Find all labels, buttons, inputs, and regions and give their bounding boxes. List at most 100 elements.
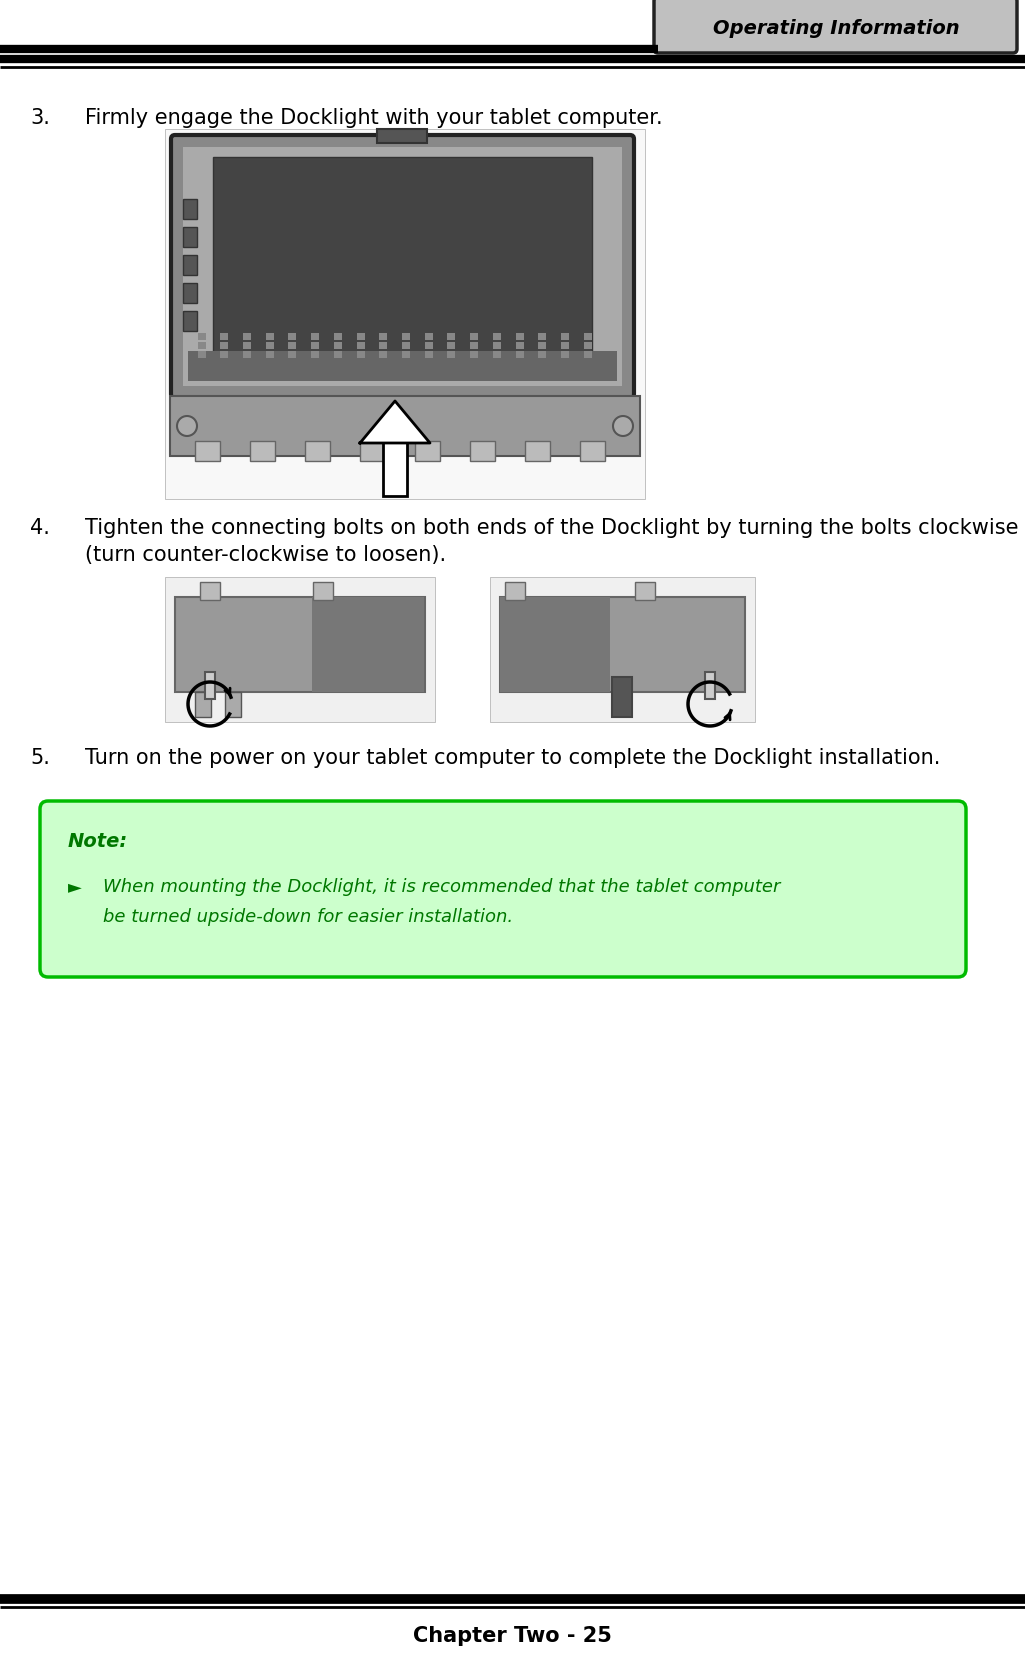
Bar	[266, 333, 274, 341]
Bar	[493, 333, 501, 341]
Bar	[311, 343, 319, 350]
Bar	[516, 351, 524, 360]
Bar	[447, 351, 455, 360]
Bar	[516, 343, 524, 350]
Bar	[580, 442, 605, 462]
Text: Chapter Two - 25: Chapter Two - 25	[413, 1626, 612, 1645]
Text: ►: ►	[68, 878, 82, 895]
Bar	[402, 351, 410, 360]
Text: Note:: Note:	[68, 832, 128, 850]
Bar	[612, 678, 632, 717]
Bar	[561, 343, 569, 350]
Text: Operating Information: Operating Information	[712, 18, 959, 38]
Bar	[470, 343, 478, 350]
Bar	[266, 351, 274, 360]
Bar	[243, 351, 251, 360]
Bar	[220, 333, 228, 341]
Bar	[183, 147, 622, 386]
Bar	[183, 312, 197, 331]
Bar	[288, 333, 296, 341]
Bar	[205, 673, 215, 699]
Bar	[357, 351, 365, 360]
Bar	[360, 442, 385, 462]
Bar	[493, 343, 501, 350]
Bar	[165, 129, 645, 500]
Bar	[500, 598, 745, 693]
Bar	[561, 351, 569, 360]
Bar	[226, 693, 241, 717]
Text: (turn counter-clockwise to loosen).: (turn counter-clockwise to loosen).	[85, 545, 446, 565]
Circle shape	[613, 418, 633, 437]
Bar	[183, 200, 197, 220]
Bar	[470, 351, 478, 360]
Bar	[538, 351, 546, 360]
Bar	[584, 333, 592, 341]
Bar	[705, 673, 715, 699]
Bar	[220, 351, 228, 360]
Bar	[198, 351, 206, 360]
Bar	[447, 343, 455, 350]
Bar	[379, 343, 387, 350]
Bar	[288, 343, 296, 350]
Bar	[220, 343, 228, 350]
Bar	[561, 333, 569, 341]
Bar	[505, 583, 525, 600]
Bar	[525, 442, 550, 462]
Circle shape	[177, 418, 197, 437]
Bar	[213, 157, 592, 356]
Bar	[357, 343, 365, 350]
Bar	[470, 442, 495, 462]
Bar	[500, 598, 610, 693]
Text: 4.: 4.	[30, 517, 50, 537]
Bar	[470, 333, 478, 341]
Bar	[243, 343, 251, 350]
Bar	[516, 333, 524, 341]
Bar	[195, 693, 211, 717]
Bar	[538, 333, 546, 341]
Bar	[379, 333, 387, 341]
Bar	[334, 351, 342, 360]
Text: When mounting the Docklight, it is recommended that the tablet computer: When mounting the Docklight, it is recom…	[102, 878, 780, 895]
Bar	[357, 333, 365, 341]
Bar	[312, 598, 424, 693]
FancyBboxPatch shape	[40, 802, 966, 978]
Text: 5.: 5.	[30, 747, 50, 767]
Bar	[383, 442, 407, 497]
Bar	[313, 583, 333, 600]
FancyBboxPatch shape	[171, 136, 634, 399]
Bar	[188, 351, 617, 381]
Bar	[198, 333, 206, 341]
Bar	[447, 333, 455, 341]
Bar	[636, 583, 655, 600]
Bar	[490, 578, 755, 722]
Bar	[377, 129, 427, 144]
Bar	[170, 396, 640, 457]
Text: 3.: 3.	[30, 108, 50, 128]
Bar	[493, 351, 501, 360]
Bar	[183, 283, 197, 303]
Bar	[195, 442, 220, 462]
Polygon shape	[360, 401, 430, 444]
Bar	[198, 343, 206, 350]
Bar	[250, 442, 275, 462]
Text: Tighten the connecting bolts on both ends of the Docklight by turning the bolts : Tighten the connecting bolts on both end…	[85, 517, 1019, 537]
Bar	[266, 343, 274, 350]
Bar	[379, 351, 387, 360]
Bar	[334, 333, 342, 341]
Bar	[334, 343, 342, 350]
Text: be turned upside-down for easier installation.: be turned upside-down for easier install…	[102, 908, 514, 926]
Bar	[183, 255, 197, 275]
Bar	[584, 343, 592, 350]
Bar	[288, 351, 296, 360]
Bar	[175, 598, 425, 693]
Bar	[243, 333, 251, 341]
Text: Turn on the power on your tablet computer to complete the Docklight installation: Turn on the power on your tablet compute…	[85, 747, 940, 767]
Bar	[402, 333, 410, 341]
Bar	[165, 578, 435, 722]
Bar	[538, 343, 546, 350]
Bar	[425, 333, 433, 341]
Bar	[200, 583, 220, 600]
Bar	[183, 229, 197, 249]
Bar	[311, 351, 319, 360]
Bar	[305, 442, 330, 462]
